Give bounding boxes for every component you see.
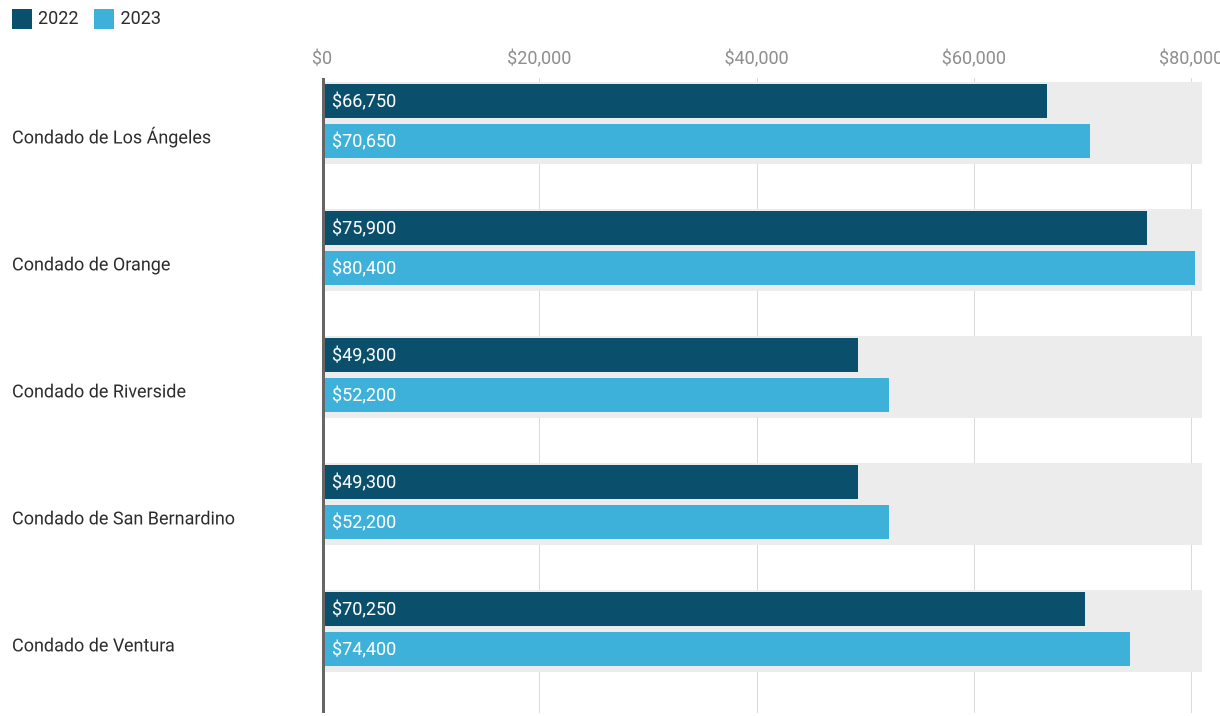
legend-swatch bbox=[12, 9, 32, 29]
legend-swatch bbox=[94, 9, 114, 29]
legend-label: 2023 bbox=[120, 8, 160, 29]
legend-item: 2023 bbox=[94, 8, 160, 29]
bar-value-label: $75,900 bbox=[332, 218, 396, 239]
chart-row: Condado de Ventura $70,250 $74,400 bbox=[0, 586, 1220, 713]
bar: $66,750 bbox=[322, 84, 1047, 118]
bar-value-label: $49,300 bbox=[332, 345, 396, 366]
bar-value-label: $66,750 bbox=[332, 91, 396, 112]
legend-item: 2022 bbox=[12, 8, 78, 29]
bar: $52,200 bbox=[322, 505, 889, 539]
bar: $75,900 bbox=[322, 211, 1147, 245]
bar: $80,400 bbox=[322, 251, 1195, 285]
x-tick-label: $40,000 bbox=[724, 48, 788, 69]
x-tick-label: $60,000 bbox=[942, 48, 1006, 69]
row-track: $49,300 $52,200 bbox=[322, 332, 1202, 459]
x-tick-label: $20,000 bbox=[507, 48, 571, 69]
bar: $70,650 bbox=[322, 124, 1090, 158]
x-tick-label: $80,000 bbox=[1159, 48, 1220, 69]
row-label: Condado de Riverside bbox=[12, 381, 186, 402]
chart-row: Condado de Orange $75,900 $80,400 bbox=[0, 205, 1220, 332]
row-track: $66,750 $70,650 bbox=[322, 78, 1202, 205]
x-tick-label: $0 bbox=[312, 48, 332, 69]
bar-value-label: $70,650 bbox=[332, 131, 396, 152]
plot-area: $0$20,000$40,000$60,000$80,000 Condado d… bbox=[0, 78, 1220, 713]
chart-row: Condado de Los Ángeles $66,750 $70,650 bbox=[0, 78, 1220, 205]
row-track: $49,300 $52,200 bbox=[322, 459, 1202, 586]
legend-label: 2022 bbox=[38, 8, 78, 29]
bar: $52,200 bbox=[322, 378, 889, 412]
bar-value-label: $52,200 bbox=[332, 512, 396, 533]
bar-value-label: $49,300 bbox=[332, 472, 396, 493]
row-label: Condado de Los Ángeles bbox=[12, 127, 211, 148]
bar: $74,400 bbox=[322, 632, 1130, 666]
row-track: $70,250 $74,400 bbox=[322, 586, 1202, 713]
chart-row: Condado de San Bernardino $49,300 $52,200 bbox=[0, 459, 1220, 586]
row-track: $75,900 $80,400 bbox=[322, 205, 1202, 332]
bar: $49,300 bbox=[322, 465, 858, 499]
row-label: Condado de Ventura bbox=[12, 635, 175, 656]
row-label: Condado de San Bernardino bbox=[12, 508, 235, 529]
legend: 2022 2023 bbox=[0, 0, 1220, 35]
bar-value-label: $52,200 bbox=[332, 385, 396, 406]
bar: $49,300 bbox=[322, 338, 858, 372]
bar-value-label: $74,400 bbox=[332, 639, 396, 660]
chart-container: 2022 2023 $0$20,000$40,000$60,000$80,000 … bbox=[0, 0, 1220, 716]
bar-value-label: $80,400 bbox=[332, 258, 396, 279]
row-label: Condado de Orange bbox=[12, 254, 170, 275]
y-axis-line bbox=[322, 78, 325, 713]
chart-row: Condado de Riverside $49,300 $52,200 bbox=[0, 332, 1220, 459]
bar: $70,250 bbox=[322, 592, 1085, 626]
bar-value-label: $70,250 bbox=[332, 599, 396, 620]
